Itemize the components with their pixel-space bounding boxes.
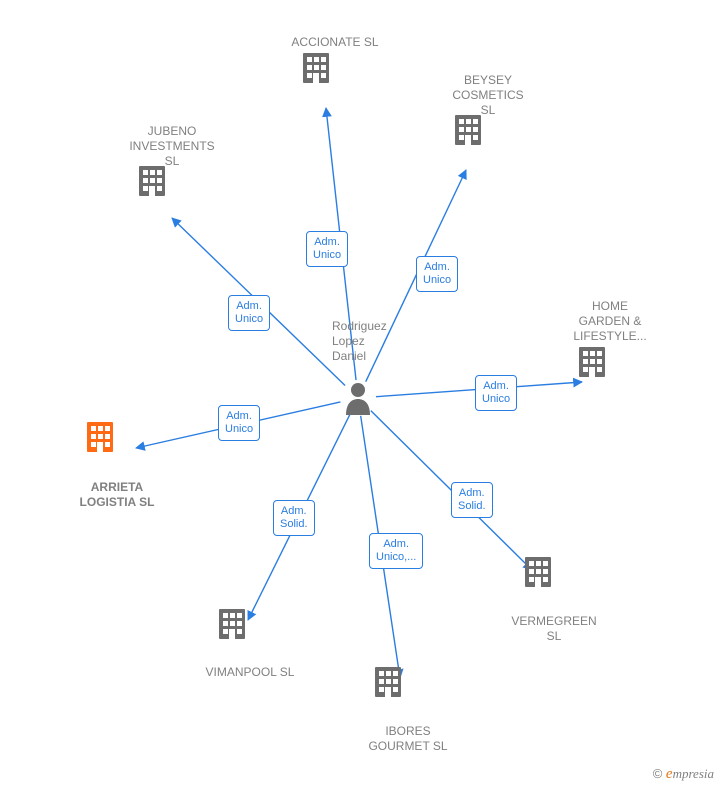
edge-role-badge: Adm. Unico xyxy=(306,231,348,267)
person-icon xyxy=(344,381,372,415)
building-icon xyxy=(137,164,167,198)
network-diagram: { "canvas": { "width": 728, "height": 79… xyxy=(0,0,728,795)
building-icon xyxy=(373,665,403,699)
company-label: HOME GARDEN & LIFESTYLE... xyxy=(565,299,655,344)
brand-rest: mpresia xyxy=(673,766,714,781)
copyright-symbol: © xyxy=(653,766,663,781)
edge-role-badge: Adm. Solid. xyxy=(273,500,315,536)
building-icon xyxy=(85,420,115,454)
edge-role-badge: Adm. Solid. xyxy=(451,482,493,518)
company-label: ARRIETA LOGISTIA SL xyxy=(62,480,172,510)
company-label: VIMANPOOL SL xyxy=(190,665,310,680)
company-label: JUBENO INVESTMENTS SL xyxy=(117,124,227,169)
building-icon xyxy=(301,51,331,85)
building-icon xyxy=(523,555,553,589)
edge-role-badge: Adm. Unico xyxy=(475,375,517,411)
company-label: ACCIONATE SL xyxy=(275,35,395,50)
brand-e: e xyxy=(666,766,673,782)
footer-credit: © empresia xyxy=(653,766,714,783)
center-label: Rodriguez Lopez Daniel xyxy=(332,319,387,364)
edge-role-badge: Adm. Unico xyxy=(416,256,458,292)
edge-role-badge: Adm. Unico,... xyxy=(369,533,423,569)
building-icon xyxy=(453,113,483,147)
edge-role-badge: Adm. Unico xyxy=(218,405,260,441)
building-icon xyxy=(217,607,247,641)
building-icon xyxy=(577,345,607,379)
edge-role-badge: Adm. Unico xyxy=(228,295,270,331)
company-label: VERMEGREEN SL xyxy=(499,614,609,644)
company-label: IBORES GOURMET SL xyxy=(348,724,468,754)
company-label: BEYSEY COSMETICS SL xyxy=(443,73,533,118)
